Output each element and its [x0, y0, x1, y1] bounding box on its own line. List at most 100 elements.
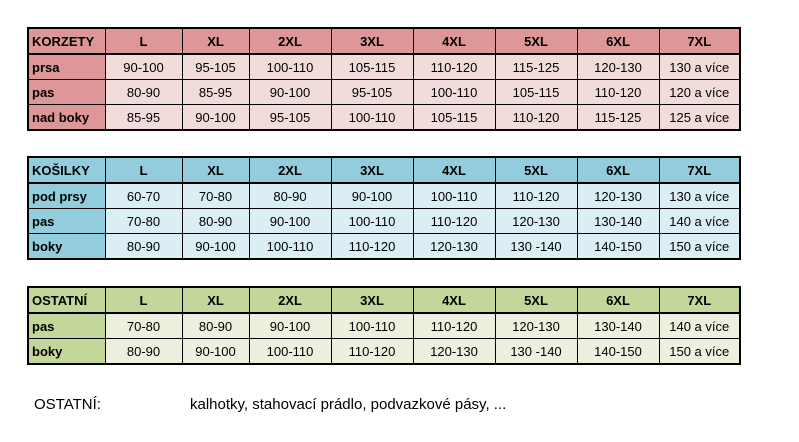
table-cell: 140-150	[576, 233, 660, 260]
table-cell: 130 a více	[658, 53, 741, 80]
table-cell: 105-115	[494, 79, 578, 105]
table-cell: 90-100	[181, 104, 250, 131]
korzety-title: KORZETY	[27, 27, 106, 55]
table-cell: 100-110	[412, 182, 496, 209]
table-cell: 80-90	[104, 233, 183, 260]
size-header-3xl: 3XL	[330, 156, 414, 184]
ostatni-title: OSTATNÍ	[27, 286, 106, 314]
table-cell: 130 a více	[658, 182, 741, 209]
size-header-xl: XL	[181, 286, 250, 314]
table-row: nad boky 85-95 90-100 95-105 100-110 105…	[27, 104, 741, 131]
size-header-2xl: 2XL	[248, 286, 332, 314]
size-header-2xl: 2XL	[248, 156, 332, 184]
table-cell: 105-115	[330, 53, 414, 80]
ostatni-size-table: OSTATNÍ L XL 2XL 3XL 4XL 5XL 6XL 7XL pas…	[27, 286, 741, 365]
table-cell: 140 a více	[658, 208, 741, 234]
table-cell: 80-90	[248, 182, 332, 209]
size-header-5xl: 5XL	[494, 286, 578, 314]
table-cell: 130-140	[576, 208, 660, 234]
table-cell: 105-115	[412, 104, 496, 131]
table-cell: 120-130	[412, 338, 496, 365]
table-cell: 110-120	[330, 338, 414, 365]
row-label: nad boky	[27, 104, 106, 131]
table-row: pod prsy 60-70 70-80 80-90 90-100 100-11…	[27, 182, 741, 209]
row-label: boky	[27, 233, 106, 260]
table-row: pas 80-90 85-95 90-100 95-105 100-110 10…	[27, 79, 741, 105]
size-header-3xl: 3XL	[330, 286, 414, 314]
table-cell: 95-105	[248, 104, 332, 131]
size-header-6xl: 6XL	[576, 286, 660, 314]
table-cell: 110-120	[576, 79, 660, 105]
table-cell: 100-110	[330, 104, 414, 131]
size-header-l: L	[104, 27, 183, 55]
size-header-2xl: 2XL	[248, 27, 332, 55]
table-cell: 150 a více	[658, 338, 741, 365]
table-cell: 140-150	[576, 338, 660, 365]
size-header-6xl: 6XL	[576, 156, 660, 184]
row-label: prsa	[27, 53, 106, 80]
table-cell: 120-130	[576, 182, 660, 209]
kosilky-title: KOŠILKY	[27, 156, 106, 184]
korzety-header-row: KORZETY L XL 2XL 3XL 4XL 5XL 6XL 7XL	[27, 27, 741, 55]
size-header-7xl: 7XL	[658, 286, 741, 314]
table-cell: 100-110	[330, 312, 414, 339]
table-cell: 90-100	[248, 312, 332, 339]
table-cell: 85-95	[181, 79, 250, 105]
table-cell: 80-90	[104, 79, 183, 105]
table-cell: 120-130	[494, 312, 578, 339]
table-cell: 140 a více	[658, 312, 741, 339]
table-cell: 120-130	[494, 208, 578, 234]
table-cell: 115-125	[576, 104, 660, 131]
table-cell: 95-105	[181, 53, 250, 80]
table-cell: 110-120	[412, 312, 496, 339]
table-cell: 95-105	[330, 79, 414, 105]
table-cell: 130 -140	[494, 233, 578, 260]
size-header-6xl: 6XL	[576, 27, 660, 55]
size-header-l: L	[104, 286, 183, 314]
table-cell: 80-90	[104, 338, 183, 365]
table-cell: 100-110	[330, 208, 414, 234]
table-cell: 115-125	[494, 53, 578, 80]
size-header-7xl: 7XL	[658, 27, 741, 55]
footer-text: kalhotky, stahovací prádlo, podvazkové p…	[190, 396, 507, 413]
size-header-xl: XL	[181, 27, 250, 55]
size-header-3xl: 3XL	[330, 27, 414, 55]
table-cell: 70-80	[104, 312, 183, 339]
table-cell: 90-100	[248, 79, 332, 105]
table-cell: 110-120	[412, 208, 496, 234]
table-cell: 120 a více	[658, 79, 741, 105]
row-label: pas	[27, 312, 106, 339]
table-cell: 90-100	[104, 53, 183, 80]
table-cell: 110-120	[330, 233, 414, 260]
table-row: pas 70-80 80-90 90-100 100-110 110-120 1…	[27, 312, 741, 339]
table-cell: 100-110	[412, 79, 496, 105]
table-cell: 70-80	[104, 208, 183, 234]
size-header-7xl: 7XL	[658, 156, 741, 184]
size-header-4xl: 4XL	[412, 27, 496, 55]
table-row: prsa 90-100 95-105 100-110 105-115 110-1…	[27, 53, 741, 80]
table-cell: 130-140	[576, 312, 660, 339]
table-row: pas 70-80 80-90 90-100 100-110 110-120 1…	[27, 208, 741, 234]
ostatni-header-row: OSTATNÍ L XL 2XL 3XL 4XL 5XL 6XL 7XL	[27, 286, 741, 314]
row-label: pas	[27, 79, 106, 105]
row-label: boky	[27, 338, 106, 365]
size-header-4xl: 4XL	[412, 156, 496, 184]
kosilky-header-row: KOŠILKY L XL 2XL 3XL 4XL 5XL 6XL 7XL	[27, 156, 741, 184]
table-cell: 90-100	[330, 182, 414, 209]
table-cell: 90-100	[181, 338, 250, 365]
size-header-5xl: 5XL	[494, 156, 578, 184]
table-cell: 130 -140	[494, 338, 578, 365]
table-row: boky 80-90 90-100 100-110 110-120 120-13…	[27, 233, 741, 260]
table-cell: 120-130	[576, 53, 660, 80]
table-row: boky 80-90 90-100 100-110 110-120 120-13…	[27, 338, 741, 365]
table-cell: 80-90	[181, 312, 250, 339]
size-header-l: L	[104, 156, 183, 184]
table-cell: 85-95	[104, 104, 183, 131]
table-cell: 70-80	[181, 182, 250, 209]
table-cell: 110-120	[494, 104, 578, 131]
table-cell: 60-70	[104, 182, 183, 209]
table-cell: 100-110	[248, 233, 332, 260]
table-cell: 80-90	[181, 208, 250, 234]
table-cell: 100-110	[248, 338, 332, 365]
size-header-5xl: 5XL	[494, 27, 578, 55]
